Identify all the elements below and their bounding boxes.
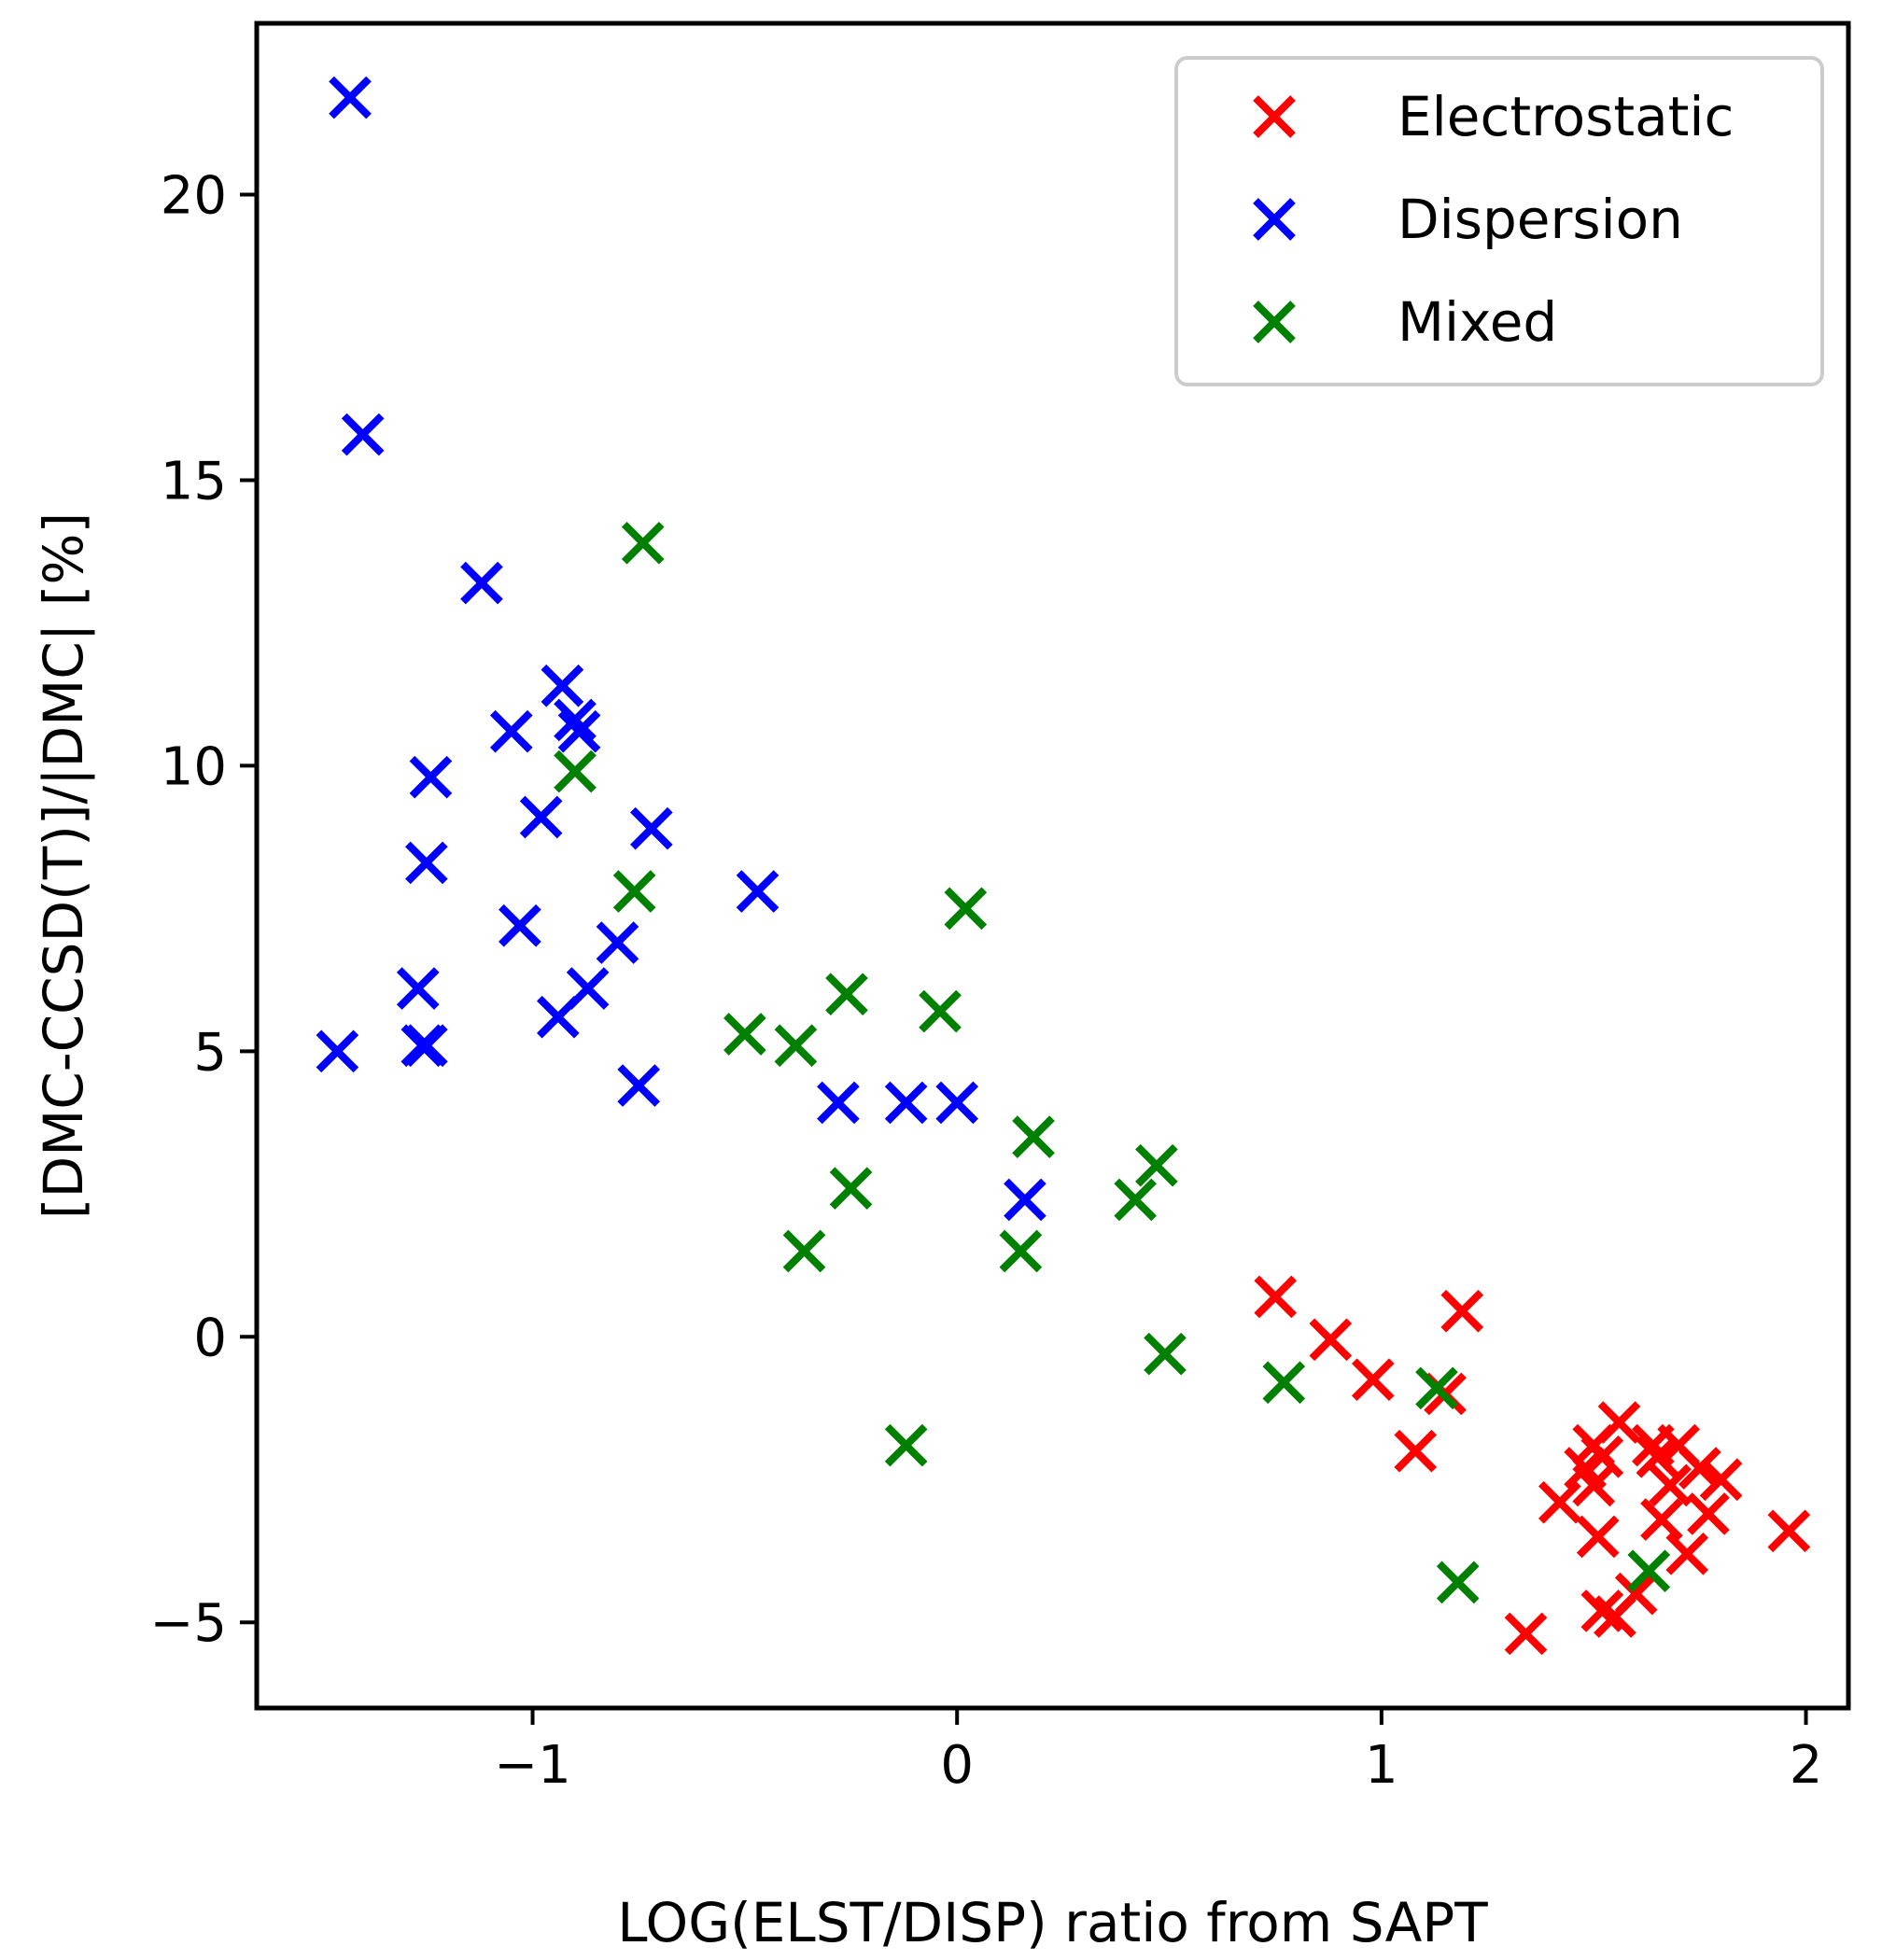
electrostatic-point <box>1767 1509 1811 1553</box>
mixed-point <box>1135 1143 1178 1187</box>
mixed-point <box>1436 1561 1480 1604</box>
mixed-point <box>612 870 656 913</box>
electrostatic-point <box>1597 1401 1641 1444</box>
dispersion-point <box>519 795 563 839</box>
electrostatic-point <box>1699 1458 1743 1502</box>
electrostatic-point <box>1640 1498 1683 1541</box>
dispersion-point <box>396 967 440 1010</box>
plot-area-frame <box>254 21 1851 1711</box>
dispersion-point <box>541 664 584 707</box>
dispersion-point <box>630 806 673 850</box>
x-tick-label: 0 <box>940 1735 974 1796</box>
dispersion-point <box>736 870 779 913</box>
dispersion-point <box>536 995 580 1039</box>
electrostatic-point <box>1440 1289 1484 1333</box>
y-tick-label: 5 <box>193 1022 227 1083</box>
dispersion-point <box>935 1081 979 1125</box>
dispersion-point <box>817 1081 860 1125</box>
dispersion-point <box>400 1024 444 1068</box>
y-axis-label: [DMC-CCSD(T)]/|DMC| [%] <box>32 512 95 1219</box>
mixed-point <box>1627 1549 1671 1592</box>
y-tick-label: 0 <box>193 1308 227 1368</box>
data-points <box>316 76 1811 1656</box>
legend-box <box>1174 56 1824 386</box>
mixed-point <box>1114 1178 1157 1222</box>
mixed-point <box>825 973 868 1015</box>
electrostatic-point <box>1504 1612 1548 1656</box>
electrostatic-point <box>1580 1589 1624 1632</box>
x-tick-label: 2 <box>1790 1735 1823 1796</box>
mixed-point <box>723 1013 766 1056</box>
mixed-point <box>1262 1361 1306 1405</box>
electrostatic-point <box>1678 1447 1721 1490</box>
mixed-point <box>1144 1332 1187 1376</box>
mixed-point <box>554 749 597 793</box>
electrostatic-point <box>1351 1358 1395 1402</box>
dispersion-point <box>329 76 372 119</box>
electrostatic-point <box>1614 1572 1658 1616</box>
electrostatic-point <box>1254 1275 1298 1319</box>
electrostatic-point <box>1576 1515 1620 1559</box>
legend-label-mixed: Mixed <box>1397 290 1557 354</box>
dispersion-point <box>341 413 385 456</box>
mixed-point <box>944 887 988 931</box>
mixed-point <box>774 1024 818 1068</box>
legend-marker-dispersion <box>1253 198 1296 241</box>
mixed-point <box>782 1229 826 1273</box>
legend-marker-mixed <box>1253 301 1296 343</box>
x-tick-label: −1 <box>494 1735 571 1796</box>
x-tick-label: 1 <box>1365 1735 1398 1796</box>
dispersion-point <box>554 698 597 742</box>
mixed-point <box>884 1423 928 1467</box>
mixed-point <box>621 521 665 565</box>
electrostatic-point <box>1665 1532 1709 1575</box>
y-tick-label: 15 <box>161 451 227 511</box>
dispersion-point <box>409 755 453 799</box>
dispersion-point <box>596 921 639 964</box>
electrostatic-point <box>1687 1492 1730 1535</box>
mixed-point <box>1415 1366 1458 1410</box>
mixed-point <box>999 1229 1043 1273</box>
dispersion-point <box>489 709 533 753</box>
dispersion-point <box>1004 1178 1046 1222</box>
dispersion-point <box>617 1064 661 1107</box>
y-tick-label: 10 <box>161 736 227 797</box>
legend: Electrostatic Dispersion Mixed <box>1174 56 1824 386</box>
mixed-point <box>919 989 962 1033</box>
y-tick-label: −5 <box>149 1593 227 1654</box>
mixed-point <box>1012 1115 1055 1158</box>
x-axis-label: LOG(ELST/DISP) ratio from SAPT <box>617 1891 1488 1954</box>
legend-label-dispersion: Dispersion <box>1397 188 1683 251</box>
dispersion-point <box>460 561 503 605</box>
dispersion-point <box>557 709 601 753</box>
legend-label-electrostatic: Electrostatic <box>1397 85 1734 148</box>
mixed-point <box>829 1167 873 1211</box>
x-axis-ticks: −1 0 1 2 <box>494 1708 1822 1796</box>
electrostatic-point <box>1538 1480 1581 1524</box>
dispersion-point <box>499 903 541 947</box>
electrostatic-point <box>1649 1463 1692 1507</box>
electrostatic-point <box>1394 1429 1438 1473</box>
electrostatic-point <box>1309 1318 1353 1362</box>
dispersion-point <box>884 1081 928 1125</box>
dispersion-point <box>316 1029 359 1073</box>
electrostatic-point <box>1636 1435 1679 1478</box>
dispersion-point <box>405 841 448 885</box>
y-tick-label: 20 <box>161 166 227 227</box>
legend-marker-electrostatic <box>1253 95 1296 138</box>
electrostatic-point <box>1572 1463 1616 1507</box>
y-axis-ticks: −5 0 5 10 15 20 <box>149 166 257 1654</box>
